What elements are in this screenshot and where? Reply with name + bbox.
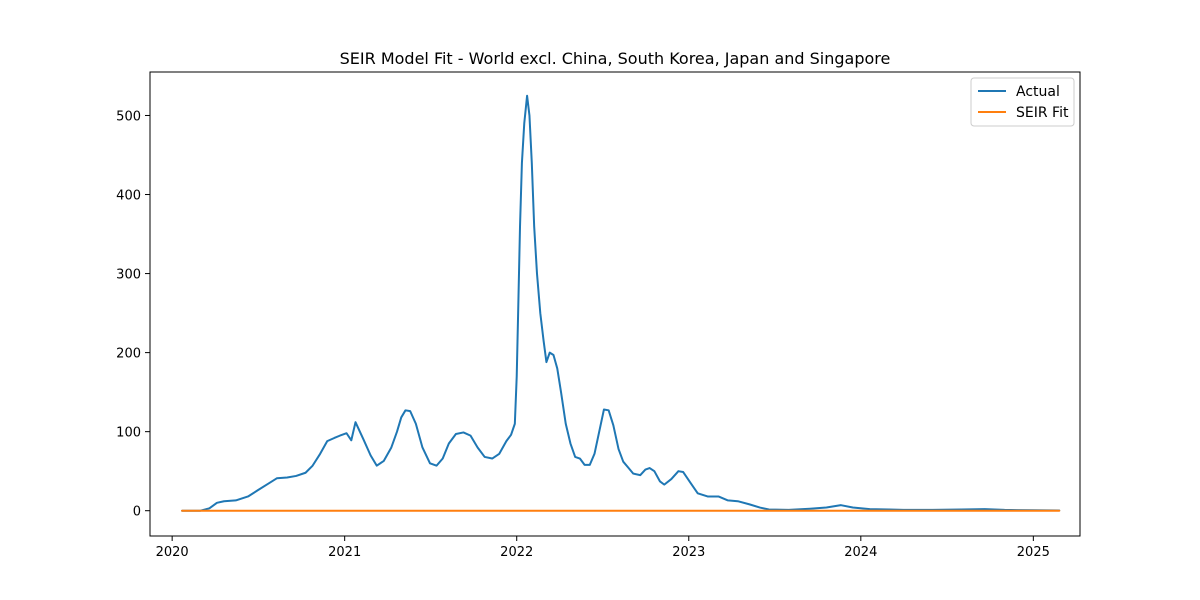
x-tick-label: 2022 (500, 545, 533, 560)
series-layer (181, 94, 1061, 512)
plot-frame (149, 71, 1081, 537)
legend-label-actual: Actual (1016, 84, 1060, 100)
series-line-actual (181, 94, 1061, 512)
x-tick-label: 2024 (844, 545, 877, 560)
x-tick-label: 2023 (672, 545, 705, 560)
y-axis: 0 100 200 300 400 500 (116, 109, 150, 520)
y-tick-label: 100 (116, 426, 141, 441)
legend: Actual SEIR Fit (970, 77, 1075, 127)
x-tick-label: 2020 (156, 545, 189, 560)
x-tick-label: 2021 (328, 545, 361, 560)
chart-title: SEIR Model Fit - World excl. China, Sout… (340, 49, 891, 68)
x-axis: 2020 2021 2022 2023 2024 2025 (156, 536, 1050, 560)
y-tick-label: 400 (116, 189, 141, 204)
y-tick-label: 0 (133, 505, 141, 520)
x-tick-label: 2025 (1017, 545, 1050, 560)
y-tick-label: 500 (116, 109, 141, 124)
legend-label-seir-fit: SEIR Fit (1016, 105, 1069, 121)
y-tick-label: 300 (116, 268, 141, 283)
y-tick-label: 200 (116, 347, 141, 362)
plot-area (150, 72, 1080, 536)
